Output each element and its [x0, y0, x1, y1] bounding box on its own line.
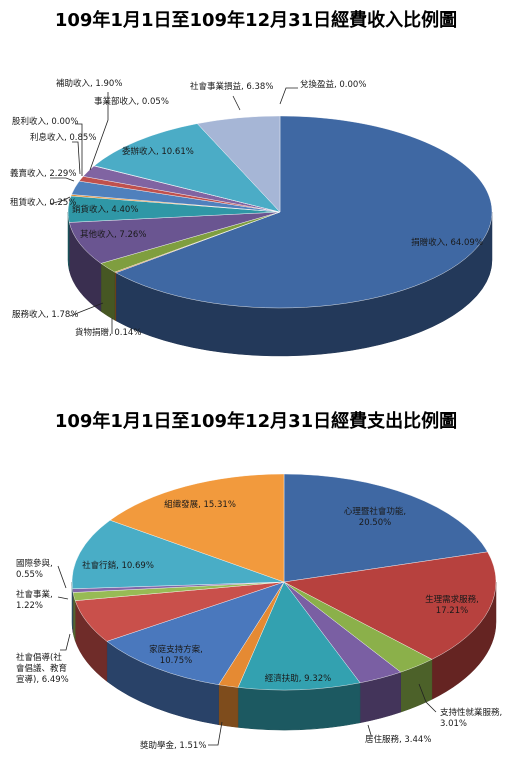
chart2-leader-8 — [57, 596, 69, 600]
chart1-data-label-12: 社會事業損益, 6.38% — [190, 81, 273, 92]
chart2-data-label-10: 社會行銷, 10.69% — [82, 560, 154, 571]
chart2-slice-4 — [237, 581, 361, 691]
chart1-data-label-10: 事業部收入, 0.05% — [94, 96, 169, 107]
chart2-data-label-6: 家庭支持方案, 10.75% — [149, 644, 203, 666]
chart1-data-label-11: 委辦收入, 10.61% — [122, 146, 194, 157]
chart2-data-label-0: 心理暨社會功能, 20.50% — [344, 506, 406, 528]
chart2-data-label-5: 獎助學金, 1.51% — [140, 740, 206, 751]
chart1-leader-2 — [69, 302, 104, 317]
chart2-data-label-4: 經濟扶助, 9.32% — [265, 673, 331, 684]
chart2-slice-1 — [283, 551, 497, 660]
chart1-data-label-6: 義賣收入, 2.29% — [10, 168, 76, 179]
chart2-data-label-7: 社會倡導(社會倡議、教育宣導), 6.49% — [16, 652, 69, 685]
chart2-leader-7 — [60, 633, 71, 651]
chart1-leader-12 — [232, 95, 241, 111]
chart2-data-label-9: 國際參與, 0.55% — [16, 558, 53, 580]
chart1-slice-12 — [196, 115, 281, 213]
chart1-title: 109年1月1日至109年12月31日經費收入比例圖 — [54, 10, 458, 31]
chart1-leader-8 — [75, 123, 83, 176]
chart1-data-label-0: 捐贈收入, 64.09% — [411, 237, 483, 248]
chart2-data-label-2: 支持性就業服務, 3.01% — [440, 707, 502, 729]
chart2-leader-5 — [208, 721, 223, 746]
chart2-leader-3 — [367, 724, 372, 736]
chart2-leader-2 — [418, 683, 437, 713]
chart2-data-label-3: 居住服務, 3.44% — [365, 734, 431, 745]
chart2-data-label-8: 社會事業, 1.22% — [16, 589, 53, 611]
chart1-leader-5 — [49, 196, 71, 205]
chart1-data-label-2: 服務收入, 1.78% — [12, 309, 78, 320]
chart2-slice-11 — [109, 473, 285, 583]
chart2-slice-10 — [71, 520, 285, 589]
chart1-data-label-1: 貨物捐贈, 0.14% — [75, 327, 141, 338]
chart1-data-label-13: 兌換盈益, 0.00% — [300, 79, 366, 90]
chart1-leader-9 — [89, 92, 109, 171]
chart1-slice-0 — [115, 115, 493, 309]
chart1-data-label-7: 利息收入, 0.85% — [30, 132, 96, 143]
chart2-data-label-1: 生理需求服務, 17.21% — [425, 594, 479, 616]
chart1-leader-6 — [50, 177, 75, 182]
chart1-slice-11 — [93, 123, 281, 213]
chart2-data-label-11: 組織發展, 15.31% — [164, 499, 236, 510]
chart2-slice-6 — [106, 581, 285, 685]
chart1-leader-13 — [279, 87, 298, 105]
chart1-data-label-3: 其他收入, 7.26% — [80, 229, 146, 240]
chart2-title: 109年1月1日至109年12月31日經費支出比例圖 — [54, 411, 458, 432]
chart1-leader-7 — [72, 141, 81, 175]
chart2-leader-9 — [57, 565, 67, 589]
chart1-data-label-9: 補助收入, 1.90% — [56, 78, 122, 89]
chart2-slice-side-5 — [218, 684, 239, 728]
chart1-data-label-5: 租賃收入, 0.25% — [10, 197, 76, 208]
chart2-slice-0 — [283, 473, 488, 583]
chart1-data-label-8: 股利收入, 0.00% — [12, 116, 78, 127]
chart1-data-label-4: 銷貨收入, 4.40% — [72, 204, 138, 215]
